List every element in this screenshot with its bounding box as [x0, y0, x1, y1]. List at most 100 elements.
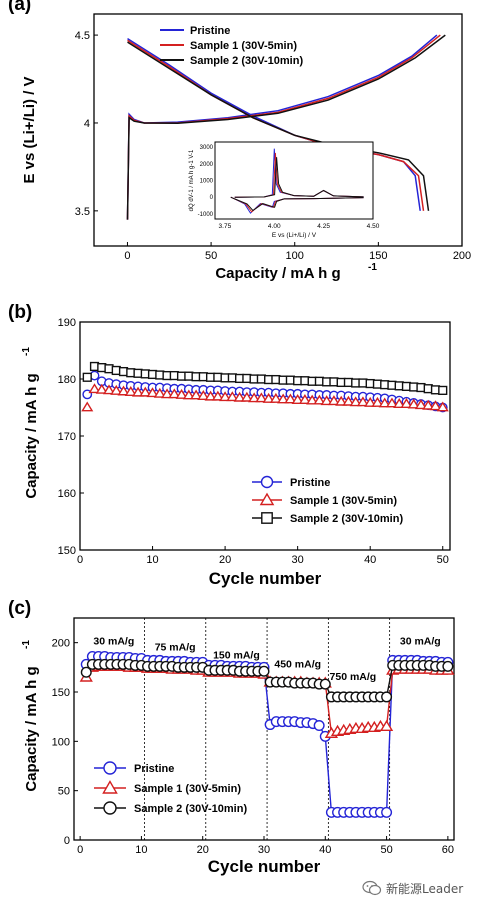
legend-marker: [261, 512, 273, 524]
y-tick-label: 180: [58, 374, 76, 386]
x-axis-title-superscript: -1: [368, 262, 377, 273]
legend-label: Sample 2 (30V-10min): [134, 803, 247, 815]
rate-label: 75 mA/g: [155, 642, 196, 654]
plot-frame: [93, 13, 463, 247]
y-tick-label: 150: [52, 687, 70, 699]
data-point: [429, 400, 442, 411]
y-tick-label: 100: [52, 736, 70, 748]
y-tick-label: 0: [64, 835, 70, 847]
inset-y-tick-label: 1000: [200, 179, 214, 185]
data-point: [277, 393, 290, 404]
data-point: [211, 390, 224, 401]
data-point: [378, 397, 391, 408]
inset-y-title: dQ dV-1 / mA h g-1 V-1: [189, 149, 195, 211]
x-tick-label: 50: [205, 250, 217, 262]
data-point: [306, 394, 319, 405]
data-point: [349, 396, 362, 407]
data-point: [381, 806, 393, 818]
data-point: [284, 393, 297, 404]
x-tick-label: 20: [219, 554, 231, 566]
inset-x-tick-label: 3.75: [219, 223, 232, 230]
x-axis-title: Cycle number: [208, 857, 321, 876]
data-point: [371, 396, 384, 407]
data-point: [319, 678, 331, 690]
x-tick-label: 20: [197, 844, 209, 856]
data-point: [436, 401, 449, 412]
data-point: [82, 372, 92, 382]
legend-marker: [103, 761, 117, 775]
x-tick-label: 30: [258, 844, 270, 856]
data-point: [139, 386, 152, 397]
inset-frame: [214, 141, 374, 220]
y-tick-label: 170: [58, 431, 76, 443]
legend-marker: [102, 780, 118, 794]
x-tick-label: 50: [437, 554, 449, 566]
x-axis-title: Capacity / mA h g: [215, 265, 340, 282]
legend-label: Sample 1 (30V-5min): [190, 40, 297, 52]
y-tick-label: 3.5: [75, 206, 90, 218]
x-tick-label: 10: [135, 844, 147, 856]
plot-frame: [73, 617, 455, 841]
x-tick-label: 50: [380, 844, 392, 856]
y-axis-title: Capacity / mA h g: [23, 666, 40, 791]
legend-label: Sample 1 (30V-5min): [290, 495, 397, 507]
data-point: [320, 395, 333, 406]
x-axis-title: Cycle number: [209, 569, 322, 588]
data-point: [81, 401, 94, 412]
data-point: [442, 660, 454, 672]
data-point: [438, 385, 448, 396]
legend-label: Pristine: [190, 25, 230, 37]
y-tick-label: 4.5: [75, 30, 90, 42]
data-point: [364, 396, 377, 407]
data-point: [124, 386, 137, 397]
inset-x-tick-label: 4.50: [367, 223, 380, 230]
data-point: [117, 385, 130, 396]
data-point: [400, 398, 413, 408]
data-point: [110, 384, 123, 395]
x-tick-label: 0: [77, 554, 83, 566]
wechat-icon: [362, 880, 382, 896]
inset-y-tick-label: 3000: [200, 145, 214, 151]
y-tick-label: 150: [58, 545, 76, 557]
legend-label: Pristine: [290, 477, 330, 489]
data-point: [88, 383, 101, 394]
x-tick-label: 40: [319, 844, 331, 856]
rate-label: 30 mA/g: [93, 636, 134, 648]
data-point: [298, 394, 311, 404]
data-point: [262, 392, 275, 403]
x-tick-label: 0: [124, 250, 130, 262]
series-discharge-line: [127, 41, 430, 211]
data-point: [153, 387, 166, 398]
rate-label: 450 mA/g: [274, 658, 321, 670]
x-tick-label: 100: [286, 250, 304, 262]
panel-label: (a): [8, 0, 31, 15]
series-charge-line: [126, 34, 441, 220]
data-point: [356, 396, 369, 407]
data-point: [258, 665, 270, 677]
legend-label: Sample 2 (30V-10min): [190, 55, 303, 67]
data-point: [240, 391, 253, 402]
data-point: [233, 391, 246, 402]
data-point: [291, 394, 304, 404]
data-point: [204, 390, 217, 401]
y-tick-label: 4: [84, 118, 90, 130]
x-tick-label: 30: [292, 554, 304, 566]
x-tick-label: 150: [369, 250, 387, 262]
data-point: [95, 383, 108, 394]
legend-marker: [103, 801, 117, 815]
data-point: [385, 397, 399, 408]
series-charge-line: [126, 34, 446, 220]
x-tick-label: 60: [442, 844, 454, 856]
data-point: [381, 691, 393, 703]
data-point: [379, 719, 394, 732]
inset-y-tick-label: -1000: [198, 212, 214, 218]
y-axis-title-superscript: -1: [21, 347, 32, 356]
panel-label: (b): [8, 302, 32, 323]
series-discharge-line: [127, 39, 425, 211]
x-tick-label: 0: [77, 844, 83, 856]
data-point: [168, 388, 181, 399]
inset-x-title: E vs (Li+/Li) / V: [272, 232, 317, 239]
y-axis-title: E vs (Li+/Li) / V: [21, 76, 38, 183]
data-point: [102, 384, 116, 395]
